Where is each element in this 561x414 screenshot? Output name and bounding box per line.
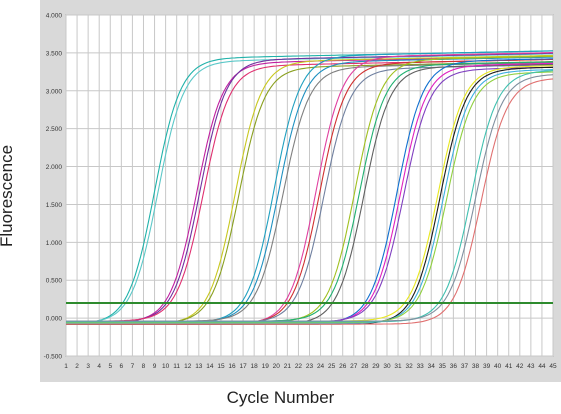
series-line (65, 53, 553, 324)
y-tick-label: 3.000 (46, 88, 63, 95)
series-line (66, 71, 554, 324)
x-tick-label: 17 (239, 363, 247, 370)
y-tick-label: 1.500 (46, 202, 63, 209)
x-tick-label: 35 (439, 363, 447, 370)
x-tick-label: 31 (394, 363, 402, 370)
y-axis-label: Fluorescence (0, 144, 16, 248)
x-tick-label: 21 (284, 363, 292, 370)
x-tick-label: 39 (483, 363, 491, 370)
x-tick-label: 36 (450, 363, 458, 370)
x-tick-label: 32 (405, 363, 413, 370)
x-tick-label: 27 (350, 363, 358, 370)
x-tick-label: 7 (131, 363, 135, 370)
series-line (66, 69, 554, 324)
x-tick-label: 4 (97, 363, 101, 370)
x-tick-label: 25 (328, 363, 336, 370)
y-tick-label: 2.500 (46, 126, 63, 133)
x-tick-label: 22 (295, 363, 303, 370)
x-tick-label: 26 (339, 363, 347, 370)
x-tick-label: 9 (153, 363, 157, 370)
x-tick-label: 23 (306, 363, 314, 370)
y-tick-label: 0.500 (46, 278, 63, 285)
x-tick-label: 16 (228, 363, 236, 370)
x-tick-label: 8 (142, 363, 146, 370)
x-tick-label: 5 (108, 363, 112, 370)
x-tick-label: 11 (173, 363, 180, 370)
x-tick-label: 10 (162, 363, 170, 370)
x-tick-label: 18 (251, 363, 259, 370)
x-tick-label: 33 (417, 363, 425, 370)
x-tick-label: 42 (516, 363, 524, 370)
x-tick-label: 14 (206, 363, 214, 370)
x-tick-label: 19 (262, 363, 270, 370)
y-tick-label: 2.000 (46, 164, 63, 171)
series-line (66, 78, 554, 325)
x-tick-label: 30 (383, 363, 391, 370)
series-line (66, 70, 554, 323)
x-tick-label: 13 (195, 363, 203, 370)
x-axis-label: Cycle Number (226, 388, 335, 407)
x-tick-label: 29 (372, 363, 380, 370)
x-tick-label: 2 (75, 363, 79, 370)
x-tick-label: 37 (461, 363, 469, 370)
y-tick-label: 0.000 (46, 316, 63, 323)
x-tick-label: 34 (428, 363, 436, 370)
x-tick-label: 28 (361, 363, 369, 370)
x-tick-label: 20 (273, 363, 281, 370)
x-tick-label: 1 (64, 363, 68, 370)
y-tick-label: 4.000 (46, 13, 63, 20)
x-tick-label: 40 (494, 363, 502, 370)
x-tick-label: 41 (505, 363, 513, 370)
x-tick-label: 43 (527, 363, 535, 370)
x-tick-label: 24 (317, 363, 325, 370)
y-tick-label: 3.500 (46, 50, 63, 57)
y-tick-label: 1.000 (46, 240, 63, 247)
y-tick-label: -0.500 (44, 354, 63, 361)
x-tick-label: 15 (217, 363, 225, 370)
x-tick-label: 12 (184, 363, 192, 370)
x-tick-label: 44 (538, 363, 546, 370)
series-line (66, 74, 554, 322)
x-tick-label: 45 (549, 363, 557, 370)
x-tick-label: 38 (472, 363, 480, 370)
x-tick-label: 3 (86, 363, 90, 370)
x-tick-label: 6 (120, 363, 124, 370)
